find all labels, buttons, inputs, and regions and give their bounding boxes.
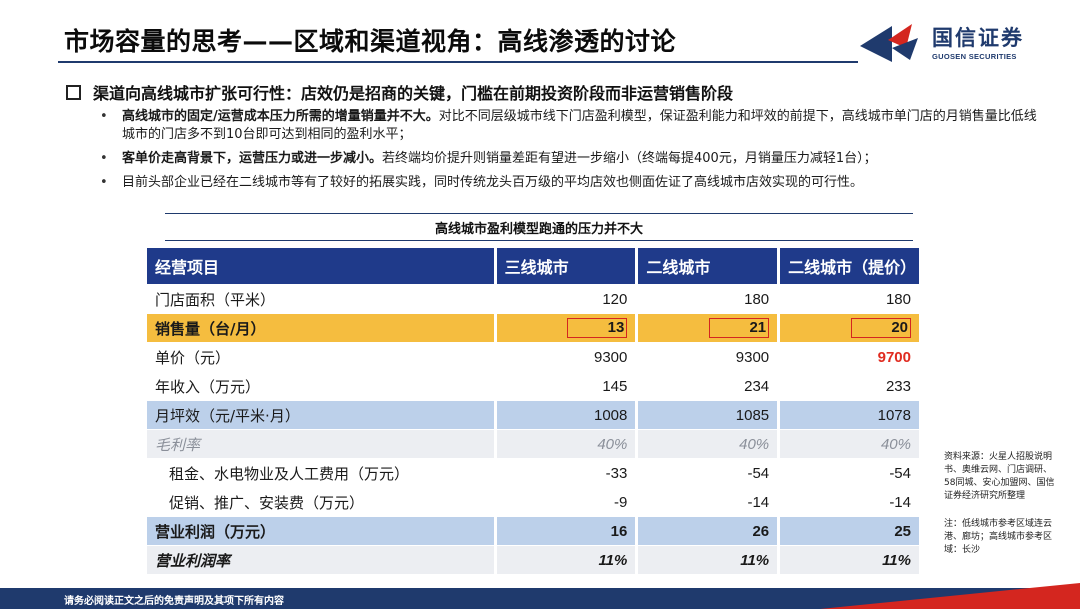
- cell: 21: [638, 314, 781, 343]
- profit-model-table: 经营项目 三线城市 二线城市 二线城市（提价） 门店面积（平米） 120 180…: [147, 248, 922, 575]
- cell: 120: [496, 285, 639, 314]
- cell: 11%: [496, 546, 639, 575]
- bullet-dot-icon: •: [100, 151, 108, 166]
- header-tier3: 三线城市: [496, 248, 639, 285]
- bullet-dot-icon: •: [100, 109, 108, 124]
- cell: 1085: [638, 401, 781, 430]
- cell: 234: [638, 372, 781, 401]
- cell: 180: [780, 285, 922, 314]
- cell: 16: [496, 517, 639, 546]
- cell: 40%: [638, 430, 781, 459]
- cell: 11%: [638, 546, 781, 575]
- guosen-logo: 国信证券 GUOSEN SECURITIES: [858, 18, 1038, 66]
- cell: 20: [780, 314, 922, 343]
- cell: -54: [780, 459, 922, 488]
- title-divider: [58, 61, 858, 63]
- table-row: 年收入（万元） 145 234 233: [147, 372, 922, 401]
- header-item: 经营项目: [147, 248, 497, 285]
- table-header-row: 经营项目 三线城市 二线城市 二线城市（提价）: [147, 248, 922, 285]
- table-caption: 高线城市盈利模型跑通的压力并不大: [434, 222, 643, 237]
- bullet-text: 目前头部企业已经在二线城市等有了较好的拓展实践，同时传统龙头百万级的平均店效也侧…: [122, 175, 864, 190]
- cell: -54: [638, 459, 781, 488]
- table-row: 月坪效（元/平米·月） 1008 1085 1078: [147, 401, 922, 430]
- row-label: 租金、水电物业及人工费用（万元）: [147, 459, 497, 488]
- table-row: 促销、推广、安装费（万元） -9 -14 -14: [147, 488, 922, 517]
- row-label: 月坪效（元/平米·月）: [147, 401, 497, 430]
- boxed-value: 13: [567, 318, 628, 338]
- table-row: 营业利润（万元） 16 26 25: [147, 517, 922, 546]
- cell: 9300: [638, 343, 781, 372]
- cell: 40%: [780, 430, 922, 459]
- cell-highlight: 9700: [780, 343, 922, 372]
- cell: 25: [780, 517, 922, 546]
- headline-text: 渠道向高线城市扩张可行性：店效仍是招商的关键，门槛在前期投资阶段而非运营销售阶段: [93, 84, 734, 103]
- footnote: 注：低线城市参考区域连云港、廊坊；高线城市参考区域：长沙: [944, 519, 1053, 555]
- bullet-text: 若终端均价提升则销量差距有望进一步缩小（终端每提400元，月销量压力减轻1台）；: [382, 151, 877, 166]
- bullet-item: • 目前头部企业已经在二线城市等有了较好的拓展实践，同时传统龙头百万级的平均店效…: [100, 174, 1040, 192]
- table-row-highlight: 销售量（台/月） 13 21 20: [147, 314, 922, 343]
- row-label: 年收入（万元）: [147, 372, 497, 401]
- table-row: 门店面积（平米） 120 180 180: [147, 285, 922, 314]
- logo-text-en: GUOSEN SECURITIES: [932, 52, 1017, 61]
- row-label: 门店面积（平米）: [147, 285, 497, 314]
- row-label: 销售量（台/月）: [147, 314, 497, 343]
- boxed-value: 20: [851, 318, 911, 338]
- bullet-bold: 客单价走高背景下，运营压力或进一步减小。: [122, 151, 383, 166]
- caption-rule-top: [165, 213, 913, 214]
- table-row: 单价（元） 9300 9300 9700: [147, 343, 922, 372]
- footer-bar: [0, 588, 1080, 609]
- cell: 11%: [780, 546, 922, 575]
- row-label: 营业利润（万元）: [147, 517, 497, 546]
- cell: 1008: [496, 401, 639, 430]
- footer-disclaimer: 请务必阅读正文之后的免责声明及其项下所有内容: [64, 596, 284, 607]
- header-tier2-price-up: 二线城市（提价）: [780, 248, 922, 285]
- row-label: 营业利润率: [147, 546, 497, 575]
- caption-rule-bottom: [165, 240, 913, 241]
- section-headline: 渠道向高线城市扩张可行性：店效仍是招商的关键，门槛在前期投资阶段而非运营销售阶段: [66, 80, 733, 104]
- bullet-text: 对比不同层级城市线下门店盈利模型，保证盈利能力和坪效的前提下，高线城市单门店的月…: [122, 109, 1037, 142]
- row-label: 单价（元）: [147, 343, 497, 372]
- cell: 9300: [496, 343, 639, 372]
- logo-mark-icon: [860, 24, 918, 62]
- table-row: 毛利率 40% 40% 40%: [147, 430, 922, 459]
- footer-wedge-icon: [820, 583, 1080, 609]
- cell: 40%: [496, 430, 639, 459]
- cell: 13: [496, 314, 639, 343]
- bullet-dot-icon: •: [100, 175, 108, 190]
- table-row: 租金、水电物业及人工费用（万元） -33 -54 -54: [147, 459, 922, 488]
- page-title: 市场容量的思考——区域和渠道视角：高线渗透的讨论: [64, 27, 677, 56]
- cell: 145: [496, 372, 639, 401]
- bullet-bold: 高线城市的固定/运营成本压力所需的增量销量并不大。: [122, 109, 439, 124]
- cell: -14: [780, 488, 922, 517]
- row-label: 毛利率: [147, 430, 497, 459]
- logo-text-cn: 国信证券: [932, 26, 1024, 50]
- header-tier2: 二线城市: [638, 248, 781, 285]
- bullet-item: • 高线城市的固定/运营成本压力所需的增量销量并不大。对比不同层级城市线下门店盈…: [100, 108, 1040, 144]
- boxed-value: 21: [709, 318, 770, 338]
- cell: 180: [638, 285, 781, 314]
- table-row: 营业利润率 11% 11% 11%: [147, 546, 922, 575]
- cell: -9: [496, 488, 639, 517]
- cell: 233: [780, 372, 922, 401]
- cell: -14: [638, 488, 781, 517]
- cell: 26: [638, 517, 781, 546]
- source-note: 资料来源：火星人招股说明书、奥维云网、门店调研、58同城、安心加盟网、国信证券经…: [944, 452, 1055, 501]
- cell: -33: [496, 459, 639, 488]
- bullet-list: • 高线城市的固定/运营成本压力所需的增量销量并不大。对比不同层级城市线下门店盈…: [100, 108, 1040, 198]
- cell: 1078: [780, 401, 922, 430]
- row-label: 促销、推广、安装费（万元）: [147, 488, 497, 517]
- bullet-item: • 客单价走高背景下，运营压力或进一步减小。若终端均价提升则销量差距有望进一步缩…: [100, 150, 1040, 168]
- checkbox-square-icon: [66, 85, 81, 100]
